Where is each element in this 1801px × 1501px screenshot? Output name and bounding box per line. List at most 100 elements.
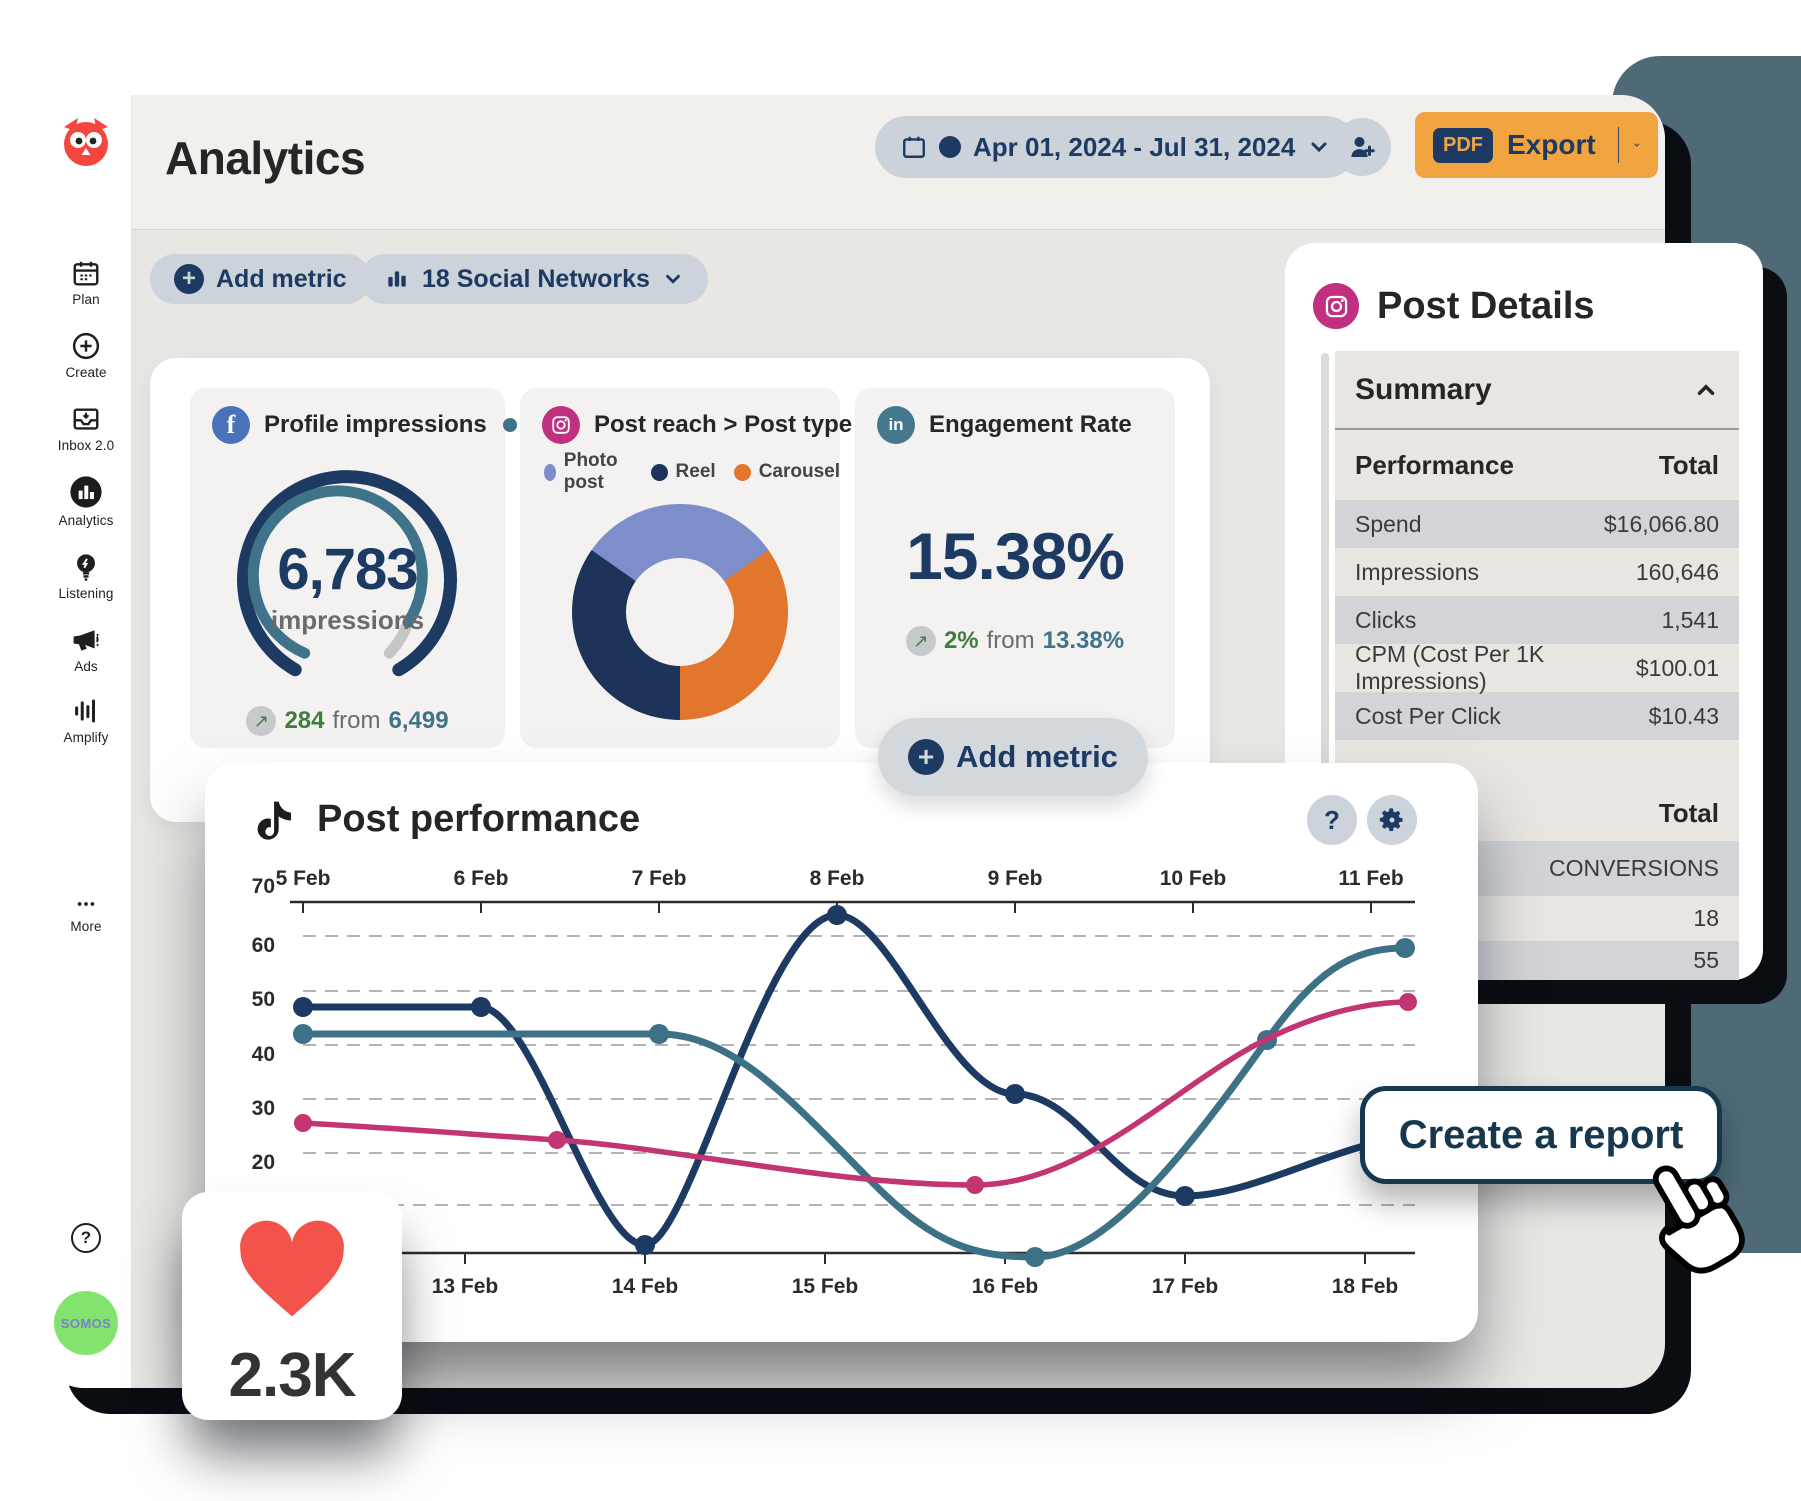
y-axis-labels: 70 60 50 40 30 20 [252, 875, 275, 1174]
ellipsis-icon [77, 902, 95, 906]
chevron-up-icon[interactable] [1693, 377, 1719, 403]
settings-button[interactable] [1367, 795, 1417, 845]
svg-text:7 Feb: 7 Feb [632, 867, 687, 890]
linkedin-icon: in [877, 406, 915, 444]
likes-count: 2.3K [228, 1341, 357, 1410]
table-row[interactable]: 18 [1335, 896, 1739, 941]
sidebar-item-more[interactable]: More [40, 893, 132, 934]
post-performance-panel: Post performance ? 5 Feb 6 Feb 7 Feb 8 Feb 9… [205, 763, 1478, 1342]
sidebar-item-plan[interactable]: Plan [40, 258, 132, 307]
previous-value: 13.38% [1042, 627, 1125, 654]
sidebar-item-amplify[interactable]: Amplify [40, 696, 132, 745]
summary-table: Summary Performance Total Spend $16,066.… [1335, 351, 1739, 980]
from-word: from [986, 627, 1035, 654]
social-networks-dropdown[interactable]: 18 Social Networks [360, 254, 708, 304]
create-report-button[interactable]: Create a report [1360, 1086, 1722, 1184]
sidebar-label: Analytics [58, 513, 114, 528]
engagement-rate-card[interactable]: in Engagement Rate 15.38% ↗ 2% from 13.3… [855, 388, 1175, 748]
donut-chart [572, 504, 788, 720]
table-row[interactable]: Cost Per Click $10.43 [1335, 692, 1739, 740]
owl-icon [64, 118, 108, 166]
gauge-chart [237, 470, 457, 677]
legend-dot-reel [650, 463, 668, 481]
add-metric-button-floating[interactable]: + Add metric [878, 718, 1148, 796]
plus-icon: + [908, 739, 944, 775]
sidebar-item-analytics[interactable]: Analytics [40, 475, 132, 528]
sidebar-label: Ads [74, 659, 98, 674]
equalizer-icon [75, 699, 95, 723]
svg-text:14 Feb: 14 Feb [612, 1275, 679, 1298]
export-label: Export [1507, 129, 1596, 160]
bottom-axis-ticks: 13 Feb 14 Feb 15 Feb 16 Feb 17 Feb 18 Feb [432, 1253, 1399, 1298]
engagement-value: 15.38% [906, 519, 1125, 593]
top-axis-ticks: 5 Feb 6 Feb 7 Feb 8 Feb 9 Feb 10 Feb 11 Feb [276, 867, 1404, 913]
add-metric-label: Add metric [216, 264, 347, 293]
svg-text:5 Feb: 5 Feb [276, 867, 331, 890]
date-range-value: Apr 01, 2024 - Jul 31, 2024 [973, 131, 1296, 162]
summary-section-header[interactable]: Summary [1335, 351, 1739, 430]
post-details-panel: Post Details Summary Performance Total S… [1285, 243, 1763, 980]
svg-text:30: 30 [252, 1097, 275, 1120]
table-row[interactable]: Impressions 160,646 [1335, 548, 1739, 596]
svg-text:18 Feb: 18 Feb [1332, 1275, 1399, 1298]
impressions-unit: impressions [270, 605, 425, 635]
table-header-row: Performance Total [1335, 430, 1739, 500]
legend-label: Carousel [758, 461, 840, 482]
help-icon[interactable]: ? [71, 1223, 101, 1253]
metrics-panel: f Profile impressions 6,783 impressions … [150, 358, 1210, 822]
divider [1617, 127, 1619, 163]
sidebar-label: Create [65, 365, 107, 380]
panel-title: Post Details [1377, 284, 1595, 327]
tiktok-icon [257, 801, 292, 840]
person-add-icon [1351, 137, 1375, 157]
table-row[interactable]: CPM (Cost Per 1K Impressions) $100.01 [1335, 641, 1739, 694]
instagram-icon [542, 406, 580, 444]
svg-text:60: 60 [252, 934, 275, 957]
table-row[interactable]: Clicks 1,541 [1335, 596, 1739, 644]
sidebar-item-inbox[interactable]: Inbox 2.0 [40, 404, 132, 453]
svg-text:8 Feb: 8 Feb [810, 867, 865, 890]
svg-text:9 Feb: 9 Feb [988, 867, 1043, 890]
legend-label: Photo post [563, 450, 618, 493]
panel-title: Post performance [317, 797, 641, 840]
trend-up-icon: ↗ [246, 706, 277, 736]
svg-text:17 Feb: 17 Feb [1152, 1275, 1219, 1298]
date-range-picker[interactable]: Apr 01, 2024 - Jul 31, 2024 [875, 116, 1358, 178]
plus-circle-icon [72, 332, 100, 360]
card-title: Engagement Rate [929, 411, 1132, 438]
sidebar-label: Amplify [63, 730, 109, 745]
post-reach-card[interactable]: Post reach > Post type Photo post Reel C… [520, 388, 852, 748]
row-value: 55 [1693, 947, 1719, 973]
delta-value: 2% [943, 627, 979, 654]
info-dot [502, 418, 517, 432]
add-user-button[interactable] [1333, 118, 1391, 176]
add-metric-button[interactable]: + Add metric [150, 254, 371, 304]
sidebar-item-ads[interactable]: Ads [40, 625, 132, 674]
help-button[interactable]: ? [1307, 795, 1357, 845]
legend-dot-photo [544, 463, 556, 481]
row-value: 160,646 [1635, 558, 1719, 585]
hootsuite-logo[interactable] [56, 111, 116, 171]
table-row[interactable]: Spend $16,066.80 [1335, 500, 1739, 548]
networks-label: 18 Social Networks [422, 264, 650, 293]
sidebar-item-create[interactable]: Create [40, 331, 132, 380]
profile-impressions-card[interactable]: f Profile impressions 6,783 impressions … [190, 388, 517, 748]
row-label: CPM (Cost Per 1K Impressions) [1355, 641, 1545, 694]
sidebar-label: Plan [72, 292, 100, 307]
sidebar-label: Listening [58, 586, 114, 601]
impressions-value: 6,783 [277, 537, 418, 602]
instagram-icon [1313, 283, 1359, 329]
facebook-icon: f [212, 406, 250, 444]
secondary-table-header: Total [1335, 786, 1739, 841]
sidebar-label: Inbox 2.0 [57, 438, 115, 453]
sidebar-item-listening[interactable]: Listening [40, 552, 132, 601]
bar-chart-icon [70, 476, 102, 508]
pdf-format-badge: PDF [1433, 127, 1493, 163]
export-button[interactable]: PDF Export [1415, 112, 1658, 178]
chevron-down-icon [1311, 142, 1327, 153]
row-value: CONVERSIONS [1549, 855, 1719, 881]
inbox-icon [73, 408, 99, 430]
chevron-down-icon[interactable] [1633, 132, 1640, 158]
scrollbar[interactable] [1321, 353, 1329, 953]
card-title: Post reach > Post type [594, 411, 853, 438]
